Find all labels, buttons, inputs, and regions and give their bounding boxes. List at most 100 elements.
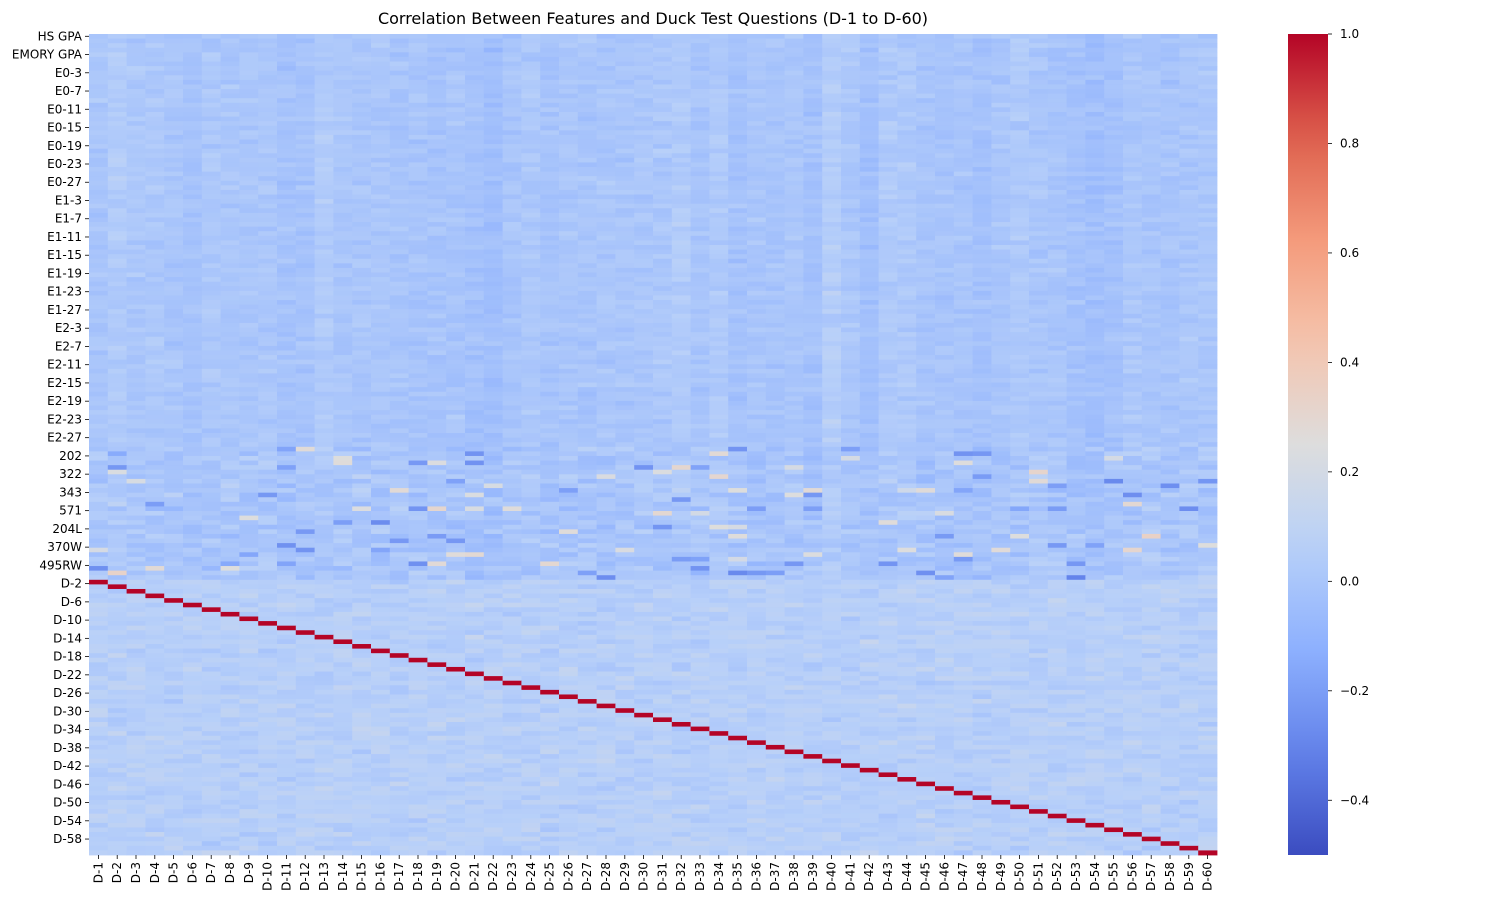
heatmap-cell <box>201 322 221 328</box>
heatmap-cell <box>690 84 710 90</box>
heatmap-cell <box>371 295 391 301</box>
heatmap-cell <box>765 300 785 306</box>
heatmap-cell <box>446 318 466 324</box>
heatmap-cell <box>897 217 917 223</box>
heatmap-cell <box>295 364 315 370</box>
heatmap-cell <box>577 70 597 76</box>
heatmap-cell <box>972 405 992 411</box>
heatmap-cell <box>164 226 184 232</box>
heatmap-cell <box>183 93 203 99</box>
heatmap-cell <box>653 309 673 315</box>
heatmap-cell <box>295 93 315 99</box>
heatmap-cell <box>897 157 917 163</box>
heatmap-cell <box>521 267 541 273</box>
heatmap-cell <box>991 332 1011 338</box>
heatmap-cell <box>690 286 710 292</box>
heatmap-cell <box>653 121 673 127</box>
heatmap-cell <box>107 313 127 319</box>
heatmap-cell <box>822 107 842 113</box>
heatmap-cell <box>1085 43 1105 49</box>
heatmap-cell <box>1123 400 1143 406</box>
heatmap-cell <box>258 70 278 76</box>
heatmap-cell <box>89 144 109 150</box>
heatmap-cell <box>1010 212 1030 218</box>
heatmap-cell <box>765 235 785 241</box>
heatmap-cell <box>164 121 184 127</box>
heatmap-cell <box>352 47 372 53</box>
heatmap-cell <box>859 139 879 145</box>
heatmap-cell <box>183 130 203 136</box>
heatmap-cell <box>747 387 767 393</box>
heatmap-cell <box>690 405 710 411</box>
heatmap-cell <box>333 277 353 283</box>
heatmap-cell <box>841 52 861 58</box>
heatmap-cell <box>953 231 973 237</box>
heatmap-cell <box>690 199 710 205</box>
heatmap-cell <box>1029 281 1049 287</box>
heatmap-cell <box>596 34 616 39</box>
heatmap-cell <box>314 304 334 310</box>
heatmap-cell <box>371 231 391 237</box>
heatmap-cell <box>577 231 597 237</box>
heatmap-cell <box>1179 167 1199 172</box>
heatmap-cell <box>465 327 485 333</box>
heatmap-cell <box>1047 322 1067 328</box>
heatmap-cell <box>709 405 729 411</box>
heatmap-cell <box>258 171 278 177</box>
heatmap-cell <box>822 125 842 131</box>
heatmap-cell <box>935 309 955 315</box>
heatmap-cell <box>145 226 165 232</box>
heatmap-cell <box>1123 130 1143 136</box>
heatmap-cell <box>502 322 522 328</box>
heatmap-cell <box>1179 130 1199 136</box>
heatmap-cell <box>201 290 221 296</box>
heatmap-cell <box>145 61 165 67</box>
heatmap-cell <box>916 373 936 379</box>
heatmap-cell <box>1123 222 1143 228</box>
heatmap-cell <box>408 377 428 383</box>
heatmap-cell <box>634 226 654 232</box>
heatmap-cell <box>972 194 992 200</box>
heatmap-cell <box>107 52 127 58</box>
heatmap-cell <box>239 43 259 49</box>
heatmap-cell <box>1198 171 1218 177</box>
heatmap-cell <box>784 322 804 328</box>
heatmap-cell <box>728 212 748 218</box>
heatmap-cell <box>333 34 353 39</box>
heatmap-cell <box>653 368 673 374</box>
heatmap-cell <box>690 180 710 186</box>
heatmap-cell <box>183 89 203 95</box>
heatmap-cell <box>371 382 391 388</box>
heatmap-cell <box>991 382 1011 388</box>
heatmap-cell <box>277 258 297 264</box>
heatmap-cell <box>841 167 861 172</box>
heatmap-cell <box>239 377 259 383</box>
heatmap-cell <box>991 396 1011 402</box>
heatmap-cell <box>690 153 710 159</box>
heatmap-cell <box>446 125 466 131</box>
heatmap-cell <box>483 66 503 72</box>
heatmap-cell <box>1085 199 1105 205</box>
heatmap-cell <box>972 277 992 283</box>
heatmap-cell <box>427 295 447 301</box>
heatmap-cell <box>972 304 992 310</box>
heatmap-cell <box>295 116 315 122</box>
heatmap-cell <box>878 277 898 283</box>
heatmap-cell <box>634 89 654 95</box>
heatmap-cell <box>145 203 165 209</box>
heatmap-cell <box>972 300 992 306</box>
heatmap-cell <box>953 304 973 310</box>
heatmap-cell <box>201 309 221 315</box>
heatmap-cell <box>953 373 973 379</box>
heatmap-cell <box>183 400 203 406</box>
heatmap-cell <box>1066 405 1086 411</box>
heatmap-cell <box>1179 400 1199 406</box>
heatmap-cell <box>1029 194 1049 200</box>
heatmap-cell <box>1066 258 1086 264</box>
heatmap-cell <box>878 226 898 232</box>
heatmap-cell <box>314 295 334 301</box>
heatmap-cell <box>803 244 823 250</box>
heatmap-cell <box>878 290 898 296</box>
heatmap-cell <box>277 341 297 347</box>
heatmap-cell <box>1141 359 1161 365</box>
